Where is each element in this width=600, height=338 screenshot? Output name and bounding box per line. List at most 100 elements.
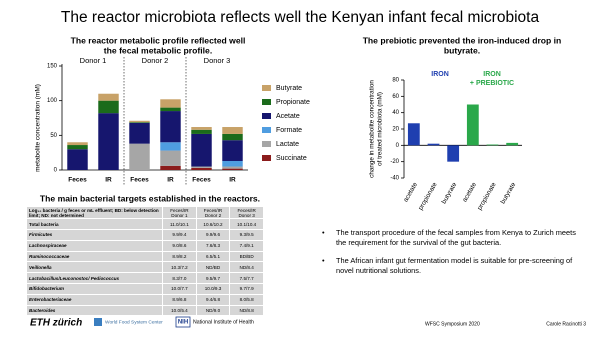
bar	[506, 142, 519, 146]
bar-segment	[98, 93, 119, 101]
bar-segment	[160, 142, 181, 151]
y-tick-label: 40	[392, 110, 399, 116]
legend-label: Lactate	[276, 141, 299, 148]
legend-label: Succinate	[276, 155, 307, 162]
x-tick-label: propionate	[417, 181, 439, 211]
table-title: The main bacterial targets established i…	[40, 193, 260, 203]
legend-swatch	[262, 85, 271, 91]
bullet: The transport procedure of the fecal sam…	[318, 228, 580, 247]
table-cell: 8.9/8.2	[162, 250, 197, 263]
bullet-list: The transport procedure of the fecal sam…	[318, 228, 580, 285]
event: WFSC Symposium 2020	[425, 321, 480, 327]
bar-segment	[160, 150, 181, 166]
table-cell: 10.3/7.2	[162, 261, 197, 274]
bar-segment	[191, 166, 212, 168]
group-label: Donor 2	[142, 56, 169, 65]
y-tick-label: -20	[390, 159, 399, 165]
table-cell: Firmicutes	[25, 229, 164, 241]
table-cell: 10.0/5.4	[162, 304, 197, 317]
legend-label: Propionate	[276, 99, 310, 106]
table-row: Total bacteria 11.0/10.1 10.6/10.2 10.1/10.…	[25, 218, 264, 231]
legend-label: Acetate	[276, 113, 300, 120]
table-header-cell: Feces/IR Donor 2	[195, 205, 231, 220]
table-cell: 9.5/9.7	[195, 272, 231, 284]
bar-segment	[160, 165, 181, 170]
y-tick-label: -40	[390, 176, 399, 182]
x-tick-label: Feces	[130, 177, 149, 184]
table-row: Veillonella 10.3/7.2 ND/BD ND/8.4	[25, 261, 264, 274]
legend-swatch	[262, 155, 271, 161]
x-tick-label: propionate	[476, 181, 498, 211]
author: Carole Racinotti 3	[546, 321, 586, 327]
table-row: Firmicutes 9.9/9.4 9.9/9.6 9.3/9.5	[25, 229, 264, 241]
table-cell: 9.9/9.6	[195, 229, 231, 241]
table-cell: 9.4/6.8	[195, 293, 231, 306]
bar	[407, 123, 420, 146]
bacteria-table: Log₁₀ bacteria / g feces or mL effluent;…	[25, 205, 264, 317]
bar-segment	[160, 99, 181, 108]
annotation: IRON	[483, 71, 501, 78]
table-cell: 7.5/7.7	[229, 272, 264, 284]
bar	[466, 104, 479, 146]
x-tick-label: IR	[105, 177, 112, 184]
x-tick-label: IR	[167, 177, 174, 184]
x-tick-label: acetate	[461, 181, 478, 203]
bar-segment	[222, 160, 243, 167]
table-cell: ND/8.4	[229, 261, 264, 274]
group-label: Donor 3	[204, 56, 231, 65]
table-row: Enterobacteriaceae 8.9/6.8 9.4/6.8 8.0/5.8	[25, 293, 264, 306]
y-tick-label: 0	[54, 168, 58, 174]
table-cell: 8.0/5.8	[229, 293, 264, 306]
legend-label: Butyrate	[276, 85, 302, 92]
nih-name: National Institute of Health	[193, 319, 254, 325]
x-tick-label: butyrate	[500, 181, 518, 205]
table-cell: 9.9/9.4	[162, 229, 197, 241]
bar-segment	[129, 122, 150, 123]
x-tick-label: butyrate	[441, 181, 459, 205]
table-cell: 9.3/9.5	[229, 229, 264, 241]
y-tick-label: 150	[47, 64, 58, 70]
y-axis-label: of treated microbiota (mM)	[377, 92, 384, 166]
bar-segment	[191, 133, 212, 167]
table-cell: 7.6/8.3	[195, 239, 231, 252]
table-cell: 9.0/8.6	[162, 239, 197, 252]
table-cell: ND/BD	[195, 261, 231, 274]
table-cell: 10.1/10.4	[229, 218, 264, 231]
bar-segment	[160, 107, 181, 112]
chart-title: butyrate.	[444, 45, 480, 55]
legend-swatch	[262, 141, 271, 147]
table-cell: Lactobacillus/Leuconostoc/ Pediococcus	[25, 272, 164, 284]
bar-segment	[67, 145, 88, 150]
table-cell: ND/8.8	[229, 304, 264, 317]
nih-logo: NIH	[178, 320, 188, 326]
bar	[486, 144, 499, 146]
eth-logo: ETH zürich	[30, 318, 82, 329]
x-tick-label: IR	[229, 177, 236, 184]
legend-swatch	[262, 113, 271, 119]
bar-segment	[222, 168, 243, 170]
table-cell: 8.3/7.0	[162, 272, 197, 284]
table-cell: 6.5/5.1	[195, 250, 231, 263]
table-header-cell: Log₁₀ bacteria / g feces or mL effluent;…	[25, 205, 164, 220]
table-cell: Ruminococcaceae	[25, 250, 164, 263]
x-tick-label: acetate	[402, 181, 419, 203]
bar-segment	[98, 113, 119, 170]
table-cell: 7.4/9.1	[229, 239, 264, 252]
y-tick-label: 20	[392, 127, 399, 133]
table-cell: Lachnospiraceae	[25, 239, 164, 252]
bar	[447, 145, 460, 162]
table-cell: Total bacteria	[25, 218, 164, 231]
wfsc-logo	[94, 318, 102, 326]
bar-segment	[222, 140, 243, 161]
y-axis-label: change in metabolite concentration	[369, 80, 376, 178]
table-cell: 11.0/10.1	[162, 218, 197, 231]
table-cell: 10.0/7.7	[162, 282, 197, 295]
bar-segment	[191, 167, 212, 170]
legend-swatch	[262, 127, 271, 133]
bar-segment	[191, 127, 212, 130]
table-cell: BD/BD	[229, 250, 264, 263]
bar-segment	[129, 122, 150, 144]
annotation: IRON	[431, 71, 449, 78]
